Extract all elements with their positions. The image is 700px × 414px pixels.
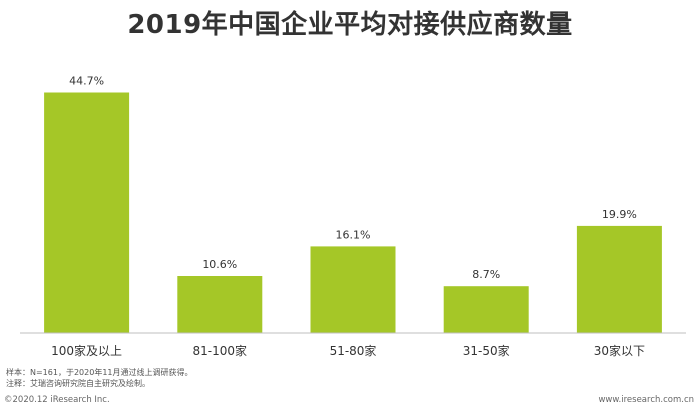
category-label-2: 51-80家	[330, 343, 377, 358]
bars-group	[44, 92, 662, 333]
value-label-3: 8.7%	[472, 268, 500, 281]
source-note: 注释：艾瑞咨询研究院自主研究及绘制。	[6, 379, 150, 388]
website-text: www.iresearch.com.cn	[598, 395, 694, 405]
category-label-4: 30家以下	[594, 343, 645, 358]
copyright-text: ©2020.12 iResearch Inc.	[4, 395, 110, 405]
bar-4	[576, 225, 662, 333]
bar-0	[44, 92, 130, 333]
value-label-2: 16.1%	[336, 228, 371, 241]
bar-3	[443, 286, 529, 333]
category-label-3: 31-50家	[463, 343, 510, 358]
category-label-1: 81-100家	[193, 343, 248, 358]
sample-note: 样本：N=161，于2020年11月通过线上调研获得。	[6, 368, 193, 377]
value-label-0: 44.7%	[69, 75, 104, 88]
bar-2	[310, 246, 396, 333]
category-label-0: 100家及以上	[51, 343, 122, 358]
chart-title: 2019年中国企业平均对接供应商数量	[127, 10, 573, 40]
bar-1	[177, 276, 263, 333]
labels-group: 44.7% 100家及以上 10.6% 81-100家 16.1% 51-80家 8.7% 3…	[51, 75, 645, 359]
footnotes: 样本：N=161，于2020年11月通过线上调研获得。 注释：艾瑞咨询研究院自主…	[6, 367, 193, 389]
value-label-1: 10.6%	[202, 258, 237, 271]
value-label-4: 19.9%	[602, 208, 637, 221]
